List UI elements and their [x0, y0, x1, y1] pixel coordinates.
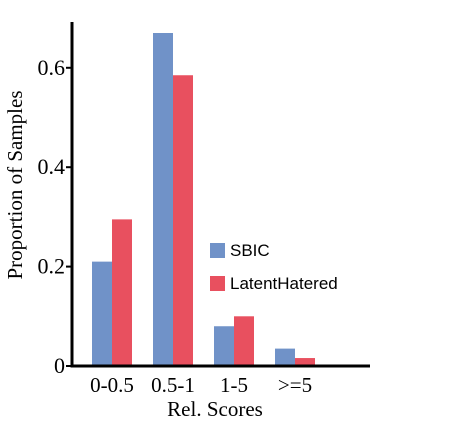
- legend-label-latenthatered: LatentHatered: [230, 274, 338, 293]
- x-tick-label: 0-0.5: [90, 373, 134, 397]
- bars-layer: [92, 33, 315, 366]
- y-tick-label: 0: [54, 353, 65, 378]
- x-tick-label: 1-5: [220, 373, 248, 397]
- y-ticks: 0 0.2 0.4 0.6: [38, 55, 72, 378]
- bar-latenthatered-0: [112, 219, 132, 366]
- bar-sbic-3: [275, 348, 295, 366]
- y-axis-label: Proportion of Samples: [3, 91, 27, 280]
- x-axis-label: Rel. Scores: [167, 397, 263, 421]
- y-tick-label: 0.4: [38, 154, 66, 179]
- legend: SBIC LatentHatered: [210, 241, 338, 293]
- x-tick-label: 0.5-1: [151, 373, 195, 397]
- legend-swatch-latenthatered: [210, 276, 225, 291]
- legend-label-sbic: SBIC: [230, 241, 270, 260]
- bar-sbic-2: [214, 326, 234, 366]
- x-ticks: 0-0.5 0.5-1 1-5 >=5: [90, 373, 312, 397]
- bar-sbic-1: [153, 33, 173, 366]
- bar-sbic-0: [92, 261, 112, 366]
- bar-latenthatered-1: [173, 75, 193, 366]
- y-tick-label: 0.2: [38, 254, 66, 279]
- x-tick-label: >=5: [278, 373, 312, 397]
- bar-latenthatered-3: [295, 358, 315, 366]
- legend-swatch-sbic: [210, 243, 225, 258]
- y-tick-label: 0.6: [38, 55, 66, 80]
- bar-latenthatered-2: [234, 316, 254, 366]
